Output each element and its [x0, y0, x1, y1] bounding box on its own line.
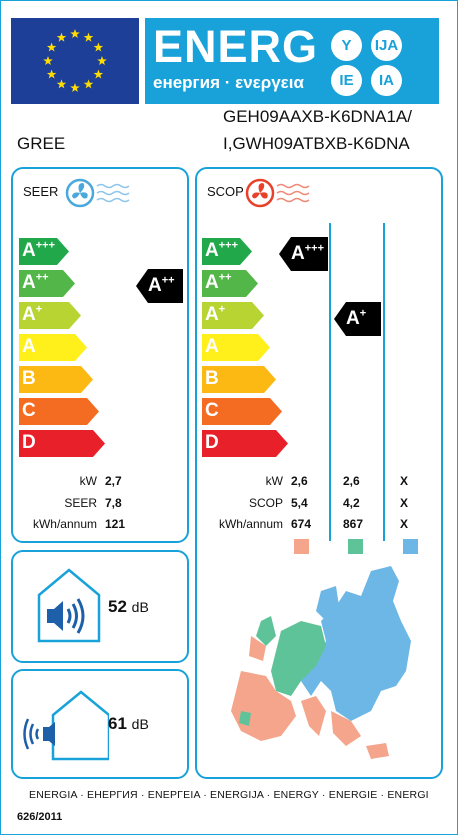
- colder-climate-swatch: [403, 539, 418, 554]
- energy-class-label: A+: [22, 303, 43, 325]
- energy-class-arrow: A+++: [19, 238, 69, 265]
- scop-average-value: 4,2: [343, 496, 360, 510]
- eu-star: [43, 56, 53, 65]
- energy-class-arrow: C: [19, 398, 99, 425]
- energy-class-label: C: [205, 400, 219, 421]
- energy-class-label: A: [205, 336, 219, 357]
- eu-star: [46, 69, 57, 79]
- scop-warmer-value: 2,6: [291, 474, 308, 488]
- eu-star: [70, 29, 80, 38]
- scop-title: SCOP: [207, 184, 244, 199]
- europe-climate-map-icon: [231, 566, 411, 759]
- energy-class-label: D: [22, 432, 36, 453]
- seer-metric-value: 2,7: [105, 474, 122, 488]
- seer-rating-arrow: A++: [136, 269, 183, 308]
- eu-star: [70, 83, 80, 92]
- energy-word: ENERG: [153, 21, 319, 72]
- energy-class-arrow: A++: [19, 270, 75, 297]
- energy-class-arrow: A: [19, 334, 87, 361]
- energy-class-arrow: D: [19, 430, 105, 457]
- energy-class-arrow: B: [202, 366, 276, 393]
- column-divider: [329, 223, 331, 541]
- seer-metric-label: SEER: [64, 496, 97, 510]
- model-identifier: I,GWH09ATBXB-K6DNA: [223, 134, 410, 153]
- eu-star: [83, 79, 94, 89]
- energy-class-arrow: A+++: [202, 238, 252, 265]
- energy-class-label: B: [22, 368, 36, 389]
- fan-heating-icon: [245, 178, 310, 208]
- eu-star: [97, 56, 107, 65]
- scop-rating-colder-label: A+: [346, 307, 367, 329]
- energy-class-arrow: A++: [202, 270, 258, 297]
- scop-average-value: 2,6: [343, 474, 360, 488]
- eu-flag-icon: [11, 18, 139, 104]
- seer-metric-value: 121: [105, 517, 126, 531]
- eu-star: [56, 32, 67, 42]
- eu-star: [93, 42, 104, 52]
- energy-class-label: C: [22, 400, 36, 421]
- average-climate-swatch: [348, 539, 363, 554]
- supplier-name: GREE: [17, 134, 66, 153]
- scop-warmer-value: 674: [291, 517, 312, 531]
- eu-star: [83, 32, 94, 42]
- indoor-speaker-house-icon: [37, 568, 101, 643]
- energy-class-arrow: C: [202, 398, 282, 425]
- fan-cooling-icon: [65, 178, 130, 208]
- seer-metric-label: kWh/annum: [32, 517, 97, 531]
- model-identifier: GEH09AAXB-K6DNA1A/: [223, 107, 412, 126]
- scop-warmer-value: 5,4: [291, 496, 308, 510]
- energy-class-arrow: A: [202, 334, 270, 361]
- energy-class-label: A: [22, 336, 36, 357]
- energy-class-label: A+: [205, 303, 226, 325]
- language-suffix: IA: [371, 65, 402, 96]
- energy-class-label: A+++: [205, 239, 239, 261]
- energy-class-label: A++: [205, 271, 232, 293]
- scop-rating-average-arrow: A+++: [279, 237, 328, 276]
- scop-rating-average-label: A+++: [291, 242, 325, 264]
- language-suffix: IE: [331, 65, 362, 96]
- energy-class-arrow: A+: [19, 302, 81, 329]
- outdoor-speaker-house-icon: [23, 690, 109, 761]
- eu-stars: [43, 29, 107, 92]
- scop-rating-colder-arrow: A+: [334, 302, 381, 341]
- energy-class-label: A+++: [22, 239, 56, 261]
- eu-star: [46, 42, 57, 52]
- language-suffix: IJA: [371, 30, 402, 61]
- scop-metric-label: SCOP: [248, 496, 283, 510]
- footer-energy-languages: ENERGIA · ЕНЕРГИЯ · ΕΝΕΡΓΕΙΑ · ENERGIJA …: [29, 789, 429, 801]
- energy-class-arrow: A+: [202, 302, 264, 329]
- outdoor-noise-panel: [11, 669, 189, 779]
- seer-metric-label: kW: [79, 474, 97, 488]
- scop-colder-value: X: [400, 496, 409, 510]
- scop-average-value: 867: [343, 517, 364, 531]
- scop-colder-value: X: [400, 517, 409, 531]
- scop-metric-label: kWh/annum: [218, 517, 283, 531]
- eu-star: [56, 79, 67, 89]
- scop-metric-label: kW: [265, 474, 283, 488]
- column-divider: [383, 223, 385, 541]
- scop-colder-value: X: [400, 474, 409, 488]
- seer-rating-label: A++: [148, 274, 175, 296]
- eu-star: [93, 69, 104, 79]
- regulation-number: 626/2011: [17, 811, 63, 823]
- energy-subtitle: енергия · ενεργεια: [153, 73, 304, 92]
- seer-title: SEER: [23, 184, 59, 199]
- indoor-noise-value: 52 dB: [108, 597, 149, 616]
- energy-class-arrow: B: [19, 366, 93, 393]
- warmer-climate-swatch: [294, 539, 309, 554]
- energy-class-label: D: [205, 432, 219, 453]
- energy-class-label: B: [205, 368, 219, 389]
- energy-class-arrow: D: [202, 430, 288, 457]
- energy-class-label: A++: [22, 271, 49, 293]
- language-suffix: Y: [331, 30, 362, 61]
- outdoor-noise-value: 61 dB: [108, 714, 149, 733]
- seer-metric-value: 7,8: [105, 496, 122, 510]
